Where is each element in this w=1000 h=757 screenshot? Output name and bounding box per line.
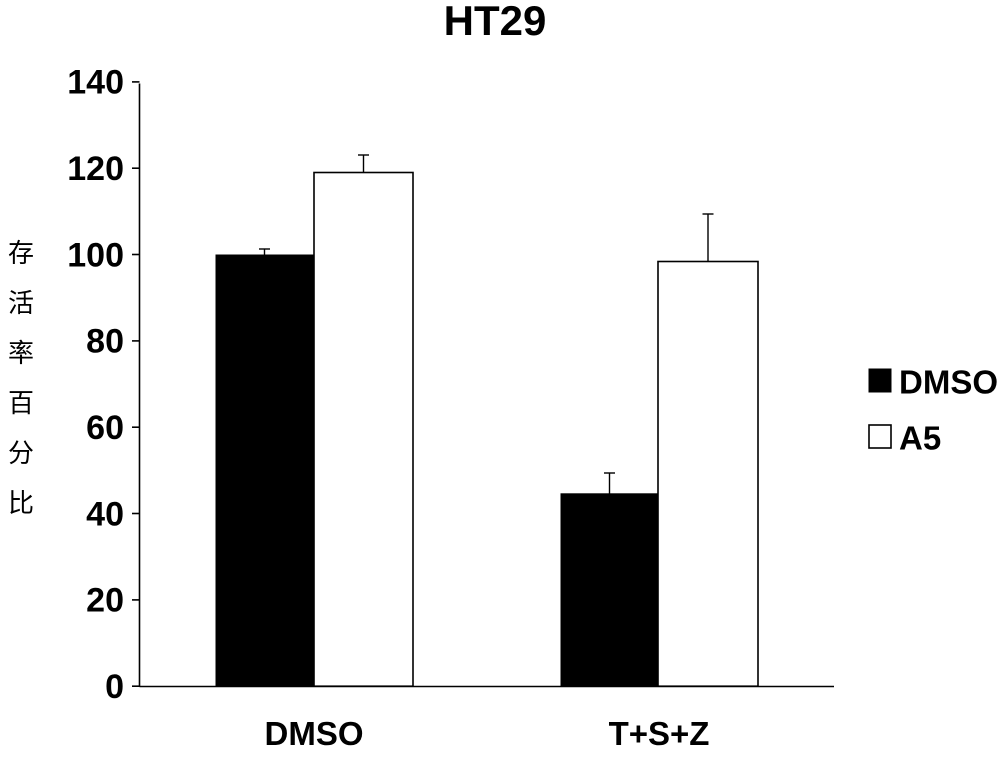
svg-text:60: 60 <box>86 409 124 447</box>
svg-text:T+S+Z: T+S+Z <box>609 715 710 752</box>
svg-text:比: 比 <box>8 488 34 518</box>
svg-text:20: 20 <box>86 582 124 620</box>
svg-text:0: 0 <box>105 668 124 706</box>
svg-text:DMSO: DMSO <box>265 715 364 752</box>
svg-text:活: 活 <box>8 288 34 318</box>
svg-text:80: 80 <box>86 323 124 361</box>
svg-text:分: 分 <box>8 438 34 468</box>
svg-text:存: 存 <box>8 238 34 268</box>
svg-text:100: 100 <box>67 236 124 274</box>
svg-text:HT29: HT29 <box>444 0 547 44</box>
svg-text:40: 40 <box>86 495 124 533</box>
svg-text:率: 率 <box>8 338 34 368</box>
svg-text:DMSO: DMSO <box>899 364 998 401</box>
svg-text:140: 140 <box>67 64 124 102</box>
svg-text:A5: A5 <box>899 420 941 457</box>
svg-text:120: 120 <box>67 150 124 188</box>
svg-text:百: 百 <box>8 388 34 418</box>
